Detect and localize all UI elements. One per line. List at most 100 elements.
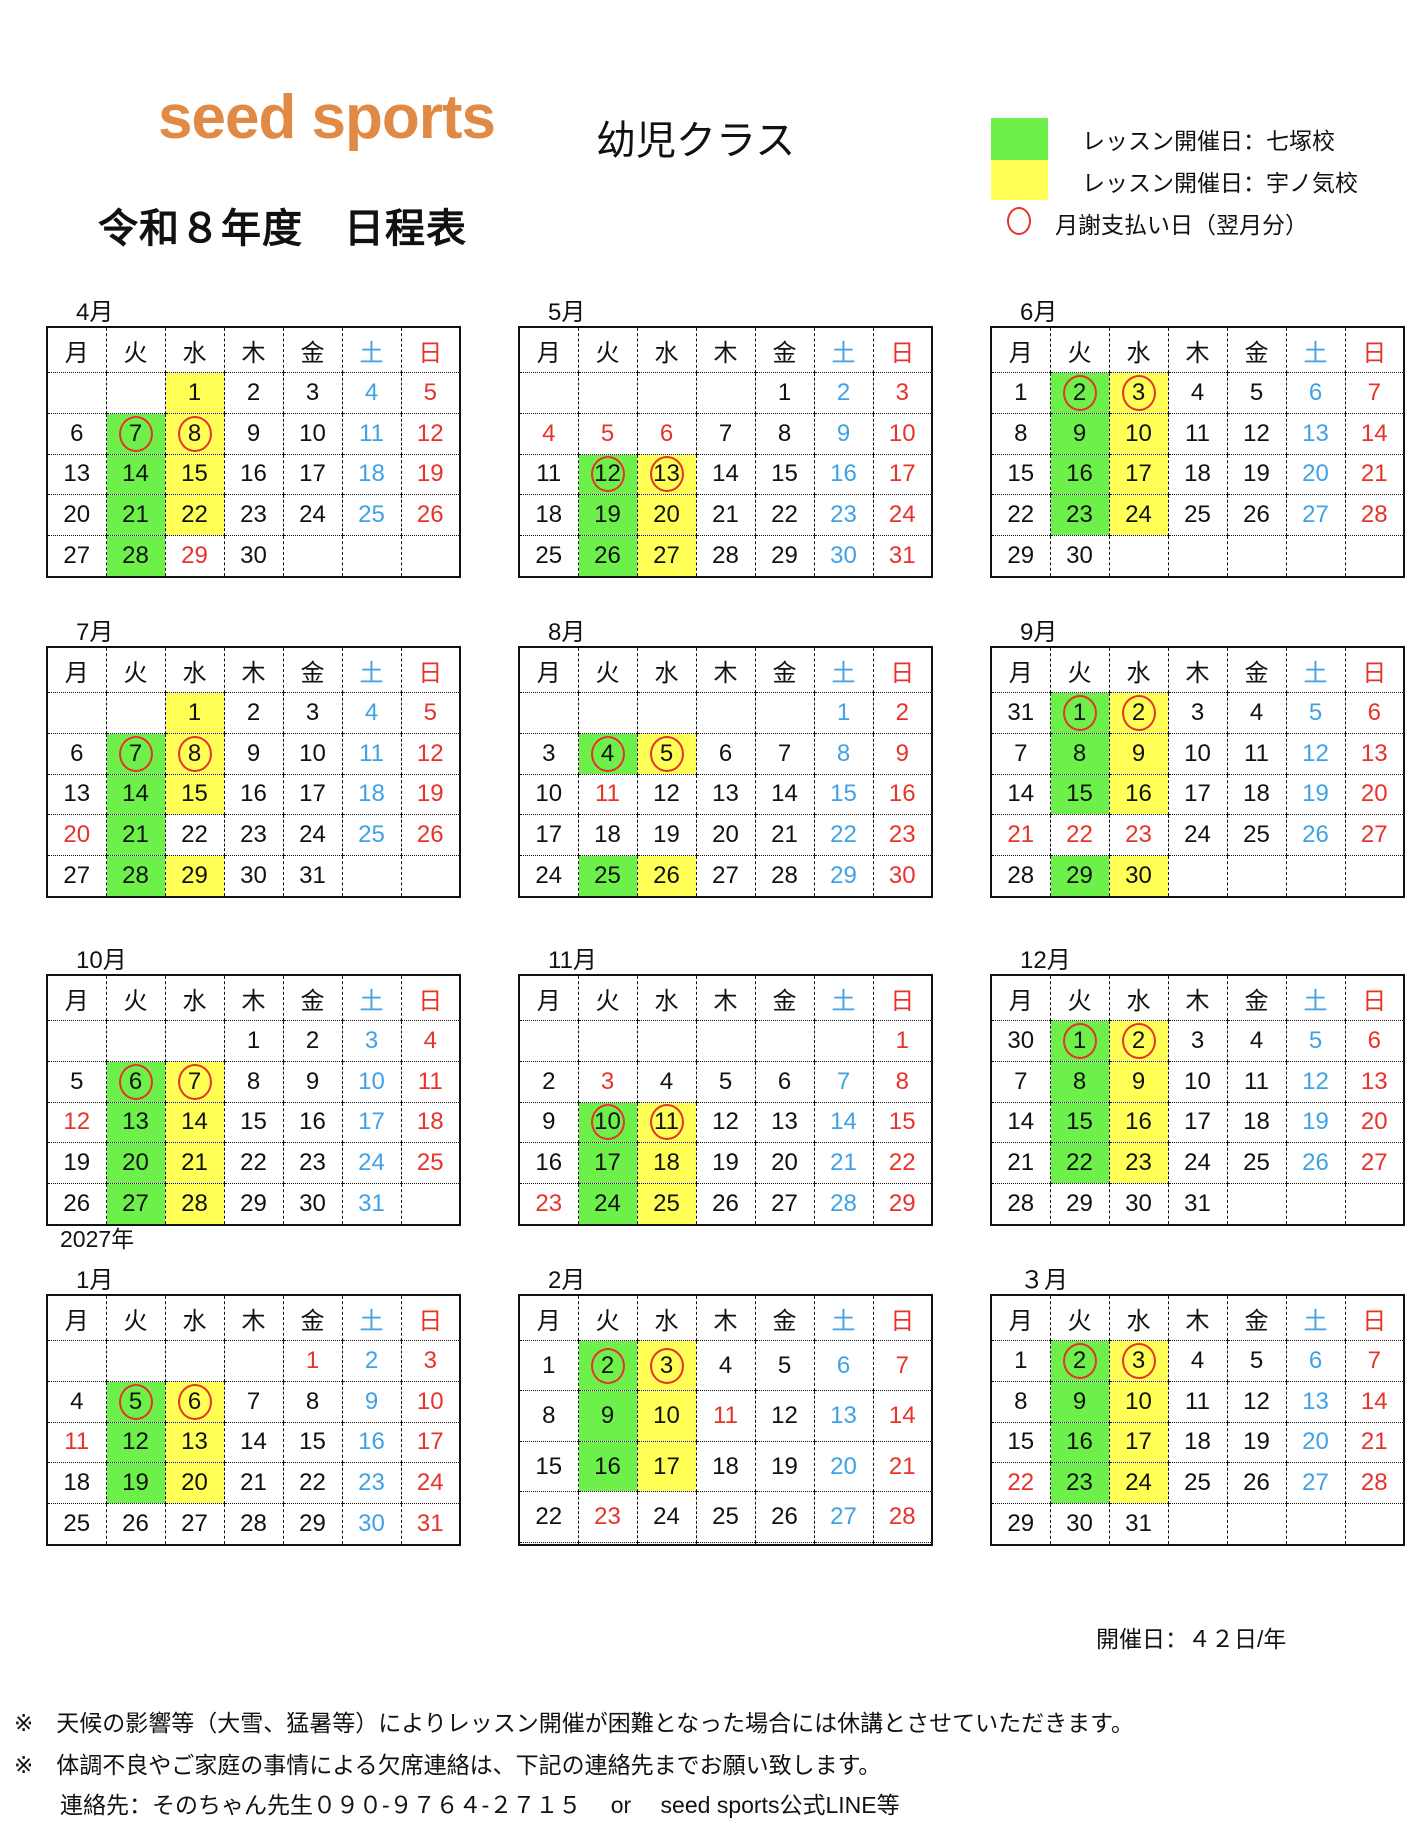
day-number: 29	[299, 1510, 326, 1537]
note-absence: ※ 体調不良やご家庭の事情による欠席連絡は、下記の連絡先までお願い致します。	[14, 1752, 882, 1778]
day-cell: 20	[47, 494, 106, 536]
day-number: 14	[1360, 1387, 1388, 1415]
day-cell	[577, 692, 637, 734]
day-cell: 5	[754, 1339, 814, 1391]
day-number: 9	[246, 419, 261, 447]
day-number: 6	[659, 419, 674, 447]
day-number: 21	[240, 1469, 267, 1497]
day-cell: 17	[519, 814, 578, 856]
day-cell: 18	[636, 1142, 696, 1184]
day-cell: 1	[1049, 692, 1109, 734]
day-number: 4	[1249, 698, 1264, 726]
day-number: 8	[895, 1067, 909, 1095]
day-number: 5	[718, 1067, 733, 1095]
day-number: 25	[416, 1149, 444, 1177]
day-cell: 27	[813, 1491, 873, 1543]
day-number: 13	[712, 780, 739, 808]
payment-circle-icon	[649, 1347, 684, 1384]
weekday-header: 日	[872, 1295, 932, 1341]
day-number: 1	[836, 698, 851, 726]
brand-logo-text: seed sports	[158, 83, 496, 152]
day-cell: 1	[991, 372, 1050, 414]
day-cell: 19	[1285, 773, 1345, 815]
payment-circle-icon	[177, 1383, 212, 1420]
month-table: 月火水木金土日 1 2 3 4 5 6 7 8 9 10 11 12 13 14 15 16 17 18 19 20 21…	[46, 646, 461, 898]
day-cell: 21	[1344, 1421, 1404, 1463]
day-number: 14	[1007, 1108, 1035, 1136]
day-number: 23	[358, 1469, 385, 1497]
legend-green-label: レッスン開催日：七塚校	[1082, 128, 1335, 154]
month-label: 2月	[548, 1267, 586, 1294]
month-table: 月火水木金土日 1 2 3 4 5 6 7 8 9 10 11 12 13 14 15 16 17 18 19 20 21…	[518, 1294, 933, 1546]
day-number: 2	[542, 1067, 556, 1095]
day-number: 14	[1360, 419, 1388, 447]
month-calendar: ３月月火水木金土日 1 2 3 4 5 6 7 8 9 10 11 12 13 14 15 16 17 18 19 20…	[990, 1267, 1405, 1546]
day-cell: 30	[1049, 1503, 1109, 1545]
day-number: 28	[888, 1503, 916, 1531]
day-cell	[577, 1541, 637, 1545]
day-number: 10	[653, 1402, 680, 1430]
day-cell: 10	[1167, 732, 1227, 774]
day-cell: 29	[1049, 855, 1109, 897]
week-row: 20 21 22 23 24 25 26	[47, 814, 460, 856]
day-cell: 22	[991, 1462, 1050, 1504]
day-number: 25	[1184, 501, 1211, 529]
day-cell: 4	[1226, 1020, 1286, 1062]
day-number: 9	[542, 1108, 556, 1136]
day-number: 30	[1125, 862, 1152, 889]
day-number: 14	[771, 780, 798, 808]
day-cell: 5	[1285, 692, 1345, 734]
month-table: 月火水木金土日 30 1 2 3 4 5 6 7 8 9 10 11 12 13 14 15 16 17 18 19 20…	[990, 974, 1405, 1226]
day-cell: 10	[1167, 1060, 1227, 1102]
day-number: 2	[836, 378, 851, 406]
legend-circle-icon	[1007, 207, 1031, 235]
day-cell: 18	[1167, 1421, 1227, 1463]
day-cell: 7	[991, 1060, 1050, 1102]
day-cell: 9	[223, 412, 283, 454]
day-cell: 8	[223, 1060, 283, 1102]
weekday-header: 金	[282, 1295, 342, 1341]
day-number: 13	[1360, 1067, 1388, 1095]
day-number: 8	[1072, 739, 1087, 767]
day-number: 10	[358, 1067, 385, 1095]
weekday-header: 日	[400, 647, 460, 693]
day-cell: 13	[1344, 732, 1404, 774]
day-cell: 25	[47, 1503, 106, 1545]
day-number: 10	[299, 739, 326, 767]
day-cell: 19	[1226, 453, 1286, 495]
week-row: 26 27 28 29 30 31	[47, 1183, 460, 1225]
day-cell: 30	[991, 1020, 1050, 1062]
day-cell: 3	[1167, 1020, 1227, 1062]
day-number: 10	[416, 1387, 444, 1415]
day-number: 6	[1367, 698, 1381, 726]
day-cell: 7	[1344, 372, 1404, 414]
day-cell: 31	[872, 535, 932, 577]
day-cell: 6	[1285, 372, 1345, 414]
day-number: 15	[1007, 460, 1035, 488]
day-number: 21	[1360, 460, 1388, 488]
legend-green-swatch	[991, 118, 1048, 160]
day-number: 7	[777, 739, 792, 767]
day-number: 11	[713, 1402, 738, 1430]
weekday-header: 水	[636, 975, 696, 1021]
day-cell: 22	[1049, 814, 1109, 856]
weekday-header: 月	[991, 647, 1050, 693]
day-number: 6	[718, 739, 733, 767]
weekday-header: 火	[105, 1295, 165, 1341]
day-number: 14	[122, 780, 149, 808]
day-number: 20	[712, 821, 739, 849]
day-number: 7	[895, 1351, 909, 1379]
month-calendar: 12月月火水木金土日 30 1 2 3 4 5 6 7 8 9 10 11 12 13 14 15 16 17 18 1…	[990, 947, 1405, 1226]
day-cell: 12	[1285, 1060, 1345, 1102]
day-number: 31	[1184, 1190, 1211, 1217]
day-number: 29	[1066, 862, 1093, 889]
day-cell: 27	[164, 1503, 224, 1545]
payment-circle-icon	[590, 1104, 625, 1141]
week-row: 28 29 30	[991, 855, 1404, 897]
day-number: 4	[1249, 1026, 1264, 1054]
day-cell	[754, 692, 814, 734]
month-calendar: 2月月火水木金土日 1 2 3 4 5 6 7 8 9 10 11 12 13 14 15 16 17 18 19 20…	[518, 1267, 933, 1546]
day-number: 12	[1302, 739, 1329, 767]
day-cell: 26	[695, 1183, 755, 1225]
day-cell: 26	[105, 1503, 165, 1545]
